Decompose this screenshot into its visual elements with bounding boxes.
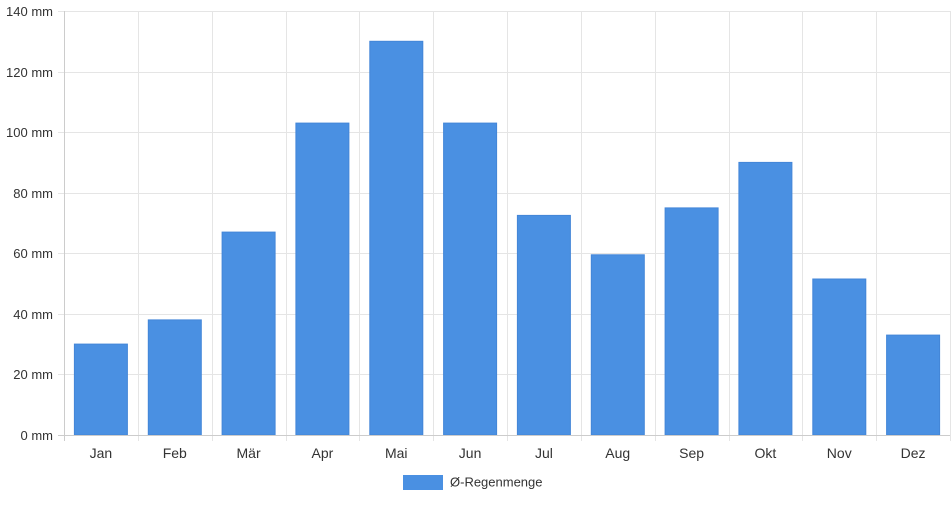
- x-tick-label: Jan: [90, 445, 113, 461]
- y-tick-label: 60 mm: [13, 246, 53, 261]
- bar-mai[interactable]: [369, 40, 424, 436]
- x-tick-label: Feb: [163, 445, 187, 461]
- x-tick-label: Aug: [605, 445, 630, 461]
- bar-dez[interactable]: [886, 334, 941, 436]
- x-axis-tick-labels: Jan Feb Mär Apr Mai Jun Jul Aug Sep Okt Nov Dez: [90, 445, 926, 461]
- bar-nov[interactable]: [812, 278, 867, 436]
- x-tick-label: Okt: [755, 445, 777, 461]
- bar-sep[interactable]: [664, 207, 719, 436]
- bar-jan[interactable]: [73, 343, 128, 436]
- x-tick-label: Dez: [901, 445, 926, 461]
- y-tick-label: 40 mm: [13, 307, 53, 322]
- x-tick-label: Mai: [385, 445, 408, 461]
- legend[interactable]: Ø-Regenmenge: [403, 475, 543, 491]
- axes: [58, 11, 950, 441]
- y-tick-label: 20 mm: [13, 367, 53, 382]
- x-tick-label: Nov: [827, 445, 852, 461]
- y-tick-label: 100 mm: [6, 125, 53, 140]
- legend-swatch[interactable]: [403, 475, 443, 490]
- y-tick-label: 140 mm: [6, 4, 53, 19]
- x-tick-label: Apr: [312, 445, 334, 461]
- bar-feb[interactable]: [147, 319, 202, 436]
- y-tick-label: 80 mm: [13, 186, 53, 201]
- y-axis-tick-labels: 0 mm 20 mm 40 mm 60 mm 80 mm 100 mm 120 mm 140 …: [6, 4, 53, 443]
- x-tick-label: Jun: [459, 445, 482, 461]
- bar-mär[interactable]: [221, 231, 276, 436]
- legend-label[interactable]: Ø-Regenmenge: [450, 475, 543, 490]
- bar-apr[interactable]: [295, 122, 350, 436]
- grid-lines: [58, 11, 951, 441]
- bar-okt[interactable]: [738, 161, 793, 436]
- bar-aug[interactable]: [590, 254, 645, 436]
- x-tick-label: Mär: [237, 445, 261, 461]
- bar-series: [73, 40, 941, 436]
- bar-jul[interactable]: [516, 214, 571, 436]
- x-tick-label: Sep: [679, 445, 704, 461]
- y-tick-label: 120 mm: [6, 65, 53, 80]
- x-tick-label: Jul: [535, 445, 553, 461]
- bar-jun[interactable]: [443, 122, 498, 436]
- y-tick-label: 0 mm: [21, 428, 54, 443]
